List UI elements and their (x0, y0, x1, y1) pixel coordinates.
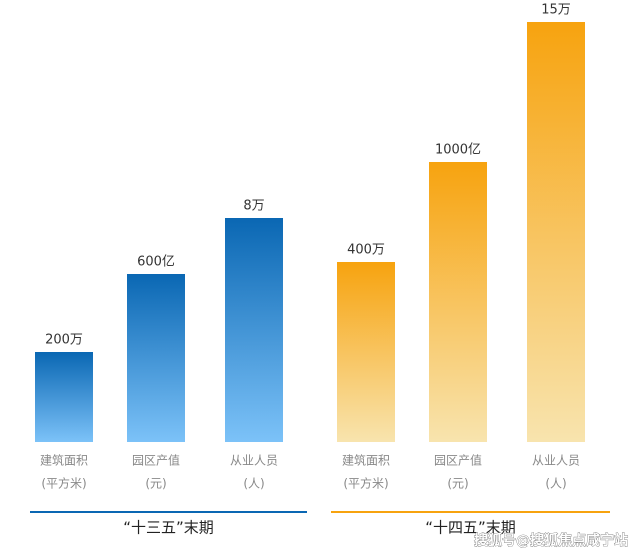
category-unit: (元) (145, 477, 166, 491)
value-label: 1000亿 (435, 143, 481, 158)
category-label: 建筑面积 (342, 453, 390, 468)
bar (429, 162, 487, 442)
value-label: 400万 (347, 243, 385, 258)
value-label: 8万 (243, 199, 264, 214)
category-unit: (人) (243, 477, 264, 491)
bar (225, 218, 283, 442)
value-label: 15万 (541, 3, 571, 18)
group-label: “十三五”末期 (123, 519, 214, 537)
bar (527, 22, 585, 442)
category-label: 从业人员 (230, 454, 278, 468)
category-label: 园区产值 (132, 453, 180, 468)
group-label: “十四五”末期 (425, 519, 516, 537)
value-label: 600亿 (137, 255, 175, 270)
bar (35, 352, 93, 442)
category-unit: (元) (447, 477, 468, 491)
bar (127, 274, 185, 442)
category-label: 从业人员 (532, 454, 580, 468)
category-label: 建筑面积 (40, 453, 88, 468)
category-unit: (平方米) (41, 476, 86, 491)
category-label: 园区产值 (434, 453, 482, 468)
category-unit: (平方米) (343, 476, 388, 491)
watermark: 搜狐号@搜狐焦点咸宁站 (474, 532, 628, 549)
bar (337, 262, 395, 442)
value-label: 200万 (45, 333, 83, 348)
category-unit: (人) (545, 477, 566, 491)
